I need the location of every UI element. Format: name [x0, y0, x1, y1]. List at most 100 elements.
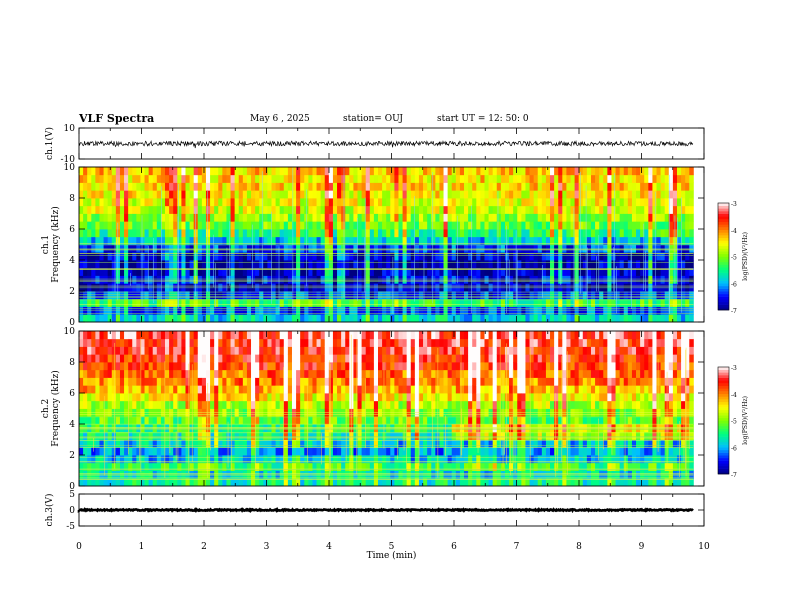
- spectrogram-cell: [378, 385, 383, 394]
- spectrogram-cell: [431, 455, 436, 464]
- spectrogram-cell: [222, 213, 227, 222]
- spectrogram-cell: [369, 369, 375, 378]
- spectrogram-cell: [382, 267, 387, 276]
- spectrogram-cell: [427, 291, 432, 300]
- spectrogram-cell: [107, 244, 113, 253]
- spectrogram-cell: [300, 385, 305, 394]
- spectrogram-cell: [341, 455, 346, 464]
- spectrogram-cell: [238, 291, 244, 300]
- spectrogram-cell: [283, 362, 289, 371]
- spectrogram-cell: [361, 167, 367, 176]
- spectrogram-cell: [136, 369, 141, 378]
- spectrogram-cell: [455, 244, 461, 253]
- spectrogram-cell: [603, 283, 608, 292]
- spectrogram-cell: [160, 291, 166, 300]
- spectrogram-cell: [103, 338, 109, 347]
- spectrogram-cell: [251, 455, 256, 464]
- spectrogram-cell: [304, 362, 309, 371]
- spectrogram-cell: [115, 252, 121, 261]
- spectrogram-cell: [382, 462, 387, 471]
- spectrogram-cell: [230, 431, 236, 440]
- spectrogram-cell: [332, 314, 338, 323]
- spectrogram-cell: [660, 167, 666, 176]
- spectrogram-cell: [373, 369, 379, 378]
- spectrogram-cell: [160, 385, 166, 394]
- spectrogram-cell: [423, 260, 428, 269]
- spectrogram-cell: [488, 252, 494, 261]
- spectrogram-cell: [242, 221, 248, 230]
- spectrogram-cell: [337, 369, 342, 378]
- spectrogram-cell: [242, 229, 248, 238]
- spectrogram-cell: [648, 244, 653, 253]
- spectrogram-cell: [267, 236, 272, 245]
- spectrogram-cell: [378, 447, 383, 456]
- spectrogram-cell: [214, 354, 219, 363]
- spectrogram-cell: [472, 198, 477, 207]
- spectrogram-cell: [177, 267, 182, 276]
- spectrogram-cell: [492, 283, 498, 292]
- spectrogram-cell: [234, 306, 240, 315]
- spectrogram-cell: [365, 221, 371, 230]
- spectrogram-cell: [205, 221, 211, 230]
- spectrogram-cell: [648, 283, 653, 292]
- spectrogram-cell: [316, 455, 322, 464]
- spectrogram-cell: [165, 369, 170, 378]
- spectrogram-cell: [386, 229, 391, 238]
- spectrogram-cell: [255, 236, 260, 245]
- spectrogram-cell: [222, 221, 227, 230]
- spectrogram-cell: [230, 236, 236, 245]
- spectrogram-cell: [410, 338, 416, 347]
- spectrogram-cell: [378, 252, 383, 261]
- spectrogram-cell: [119, 478, 125, 487]
- spectrogram-cell: [439, 221, 444, 230]
- spectrogram-cell: [291, 338, 297, 347]
- spectrogram-cell: [214, 331, 219, 340]
- spectrogram-cell: [402, 260, 408, 269]
- spectrogram-cell: [160, 229, 166, 238]
- spectrogram-cell: [582, 229, 588, 238]
- spectrogram-cell: [132, 331, 137, 340]
- spectrogram-cell: [132, 244, 137, 253]
- spectrogram-cell: [599, 314, 604, 323]
- spectrogram-cell: [83, 400, 88, 409]
- spectrogram-cell: [418, 275, 424, 284]
- spectrogram-cell: [140, 400, 145, 409]
- spectrogram-cell: [316, 275, 322, 284]
- spectrogram-cell: [263, 213, 268, 222]
- spectrogram-cell: [611, 213, 616, 222]
- spectrogram-cell: [152, 229, 158, 238]
- spectrogram-cell: [431, 252, 436, 261]
- spectrogram-cell: [128, 369, 133, 378]
- spectrogram-cell: [107, 205, 113, 214]
- spectrogram-cell: [165, 267, 170, 276]
- spectrogram-cell: [128, 252, 133, 261]
- spectrogram-cell: [373, 267, 379, 276]
- spectrogram-cell: [124, 369, 129, 378]
- spectrogram-cell: [87, 377, 92, 386]
- spectrogram-cell: [586, 167, 592, 176]
- spectrogram-cell: [119, 354, 125, 363]
- y-tick-label: 2: [69, 287, 75, 297]
- spectrogram-cell: [308, 314, 313, 323]
- spectrogram-cell: [115, 198, 121, 207]
- spectrogram-cell: [533, 275, 539, 284]
- spectrogram-cell: [410, 306, 416, 315]
- spectrogram-cell: [267, 447, 272, 456]
- spectrogram-cell: [136, 377, 141, 386]
- spectrogram-cell: [324, 369, 330, 378]
- spectrogram-cell: [398, 314, 403, 323]
- spectrogram-cell: [263, 221, 268, 230]
- spectrogram-cell: [382, 455, 387, 464]
- spectrogram-cell: [148, 416, 154, 425]
- spectrogram-cell: [386, 283, 391, 292]
- spectrogram-cell: [259, 213, 264, 222]
- spectrogram-cell: [87, 416, 92, 425]
- spectrogram-cell: [222, 354, 227, 363]
- spectrogram-cell: [345, 244, 350, 253]
- spectrogram-cell: [107, 221, 113, 230]
- spectrogram-cell: [165, 431, 170, 440]
- spectrogram-cell: [341, 252, 346, 261]
- spectrogram-cell: [115, 431, 121, 440]
- spectrogram-cell: [218, 236, 223, 245]
- spectrogram-cell: [423, 478, 428, 487]
